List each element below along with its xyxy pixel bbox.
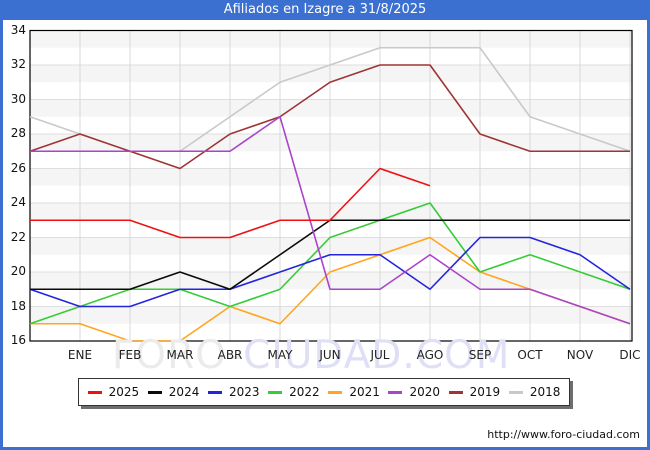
plot-frame: [29, 29, 633, 342]
chart-title-bar: Afiliados en Izagre a 31/8/2025: [0, 0, 650, 20]
legend-entry-2019: 2019: [448, 385, 501, 399]
x-axis-label-feb: FEB: [118, 348, 142, 362]
x-axis-label-nov: NOV: [566, 348, 594, 362]
plot-band: [30, 272, 632, 290]
y-axis-label-16: 16: [10, 333, 26, 347]
legend-entry-2021: 2021: [328, 385, 380, 399]
x-axis-label-abr: ABR: [217, 348, 243, 362]
y-axis-label-28: 28: [10, 126, 26, 140]
chart-title: Afiliados en Izagre a 31/8/2025: [223, 2, 427, 17]
x-axis-label-ene: ENE: [67, 348, 93, 362]
plot-band: [30, 99, 632, 117]
x-axis-label-sep: SEP: [468, 348, 492, 362]
x-axis-label-ago: AGO: [416, 348, 444, 362]
legend-dash-icon-2020: [388, 390, 403, 394]
legend-label-2018: 2018: [529, 385, 561, 399]
legend-label-2022: 2022: [289, 385, 320, 399]
legend-dash-icon-2025: [87, 390, 102, 394]
x-axis-label-mar: MAR: [166, 348, 194, 362]
y-axis-label-26: 26: [10, 160, 26, 175]
legend-dash-icon-2018: [508, 390, 523, 394]
y-axis-label-34: 34: [10, 22, 26, 37]
footer-url-link[interactable]: http://www.foro-ciudad.com: [487, 428, 640, 441]
x-axis-label-may: MAY: [267, 348, 293, 362]
series-line-2023: [29, 236, 631, 308]
series-line-2025: [30, 167, 431, 239]
x-axis-label-dic: DIC: [619, 348, 641, 362]
y-axis-label-20: 20: [10, 264, 26, 278]
legend-dash-icon-2024: [147, 390, 162, 394]
plot-band: [30, 306, 632, 324]
frame-border-left: [0, 0, 3, 450]
legend-entry-2018: 2018: [508, 385, 561, 399]
plot-band: [30, 168, 632, 186]
chart-legend: 2025 2024 2023 2022 2021 2020 2019 2018: [78, 378, 570, 406]
legend-label-2024: 2024: [168, 385, 200, 399]
legend-dash-icon-2022: [268, 390, 283, 394]
legend-entry-2024: 2024: [147, 385, 200, 399]
plot-band: [30, 237, 632, 255]
plot-band: [30, 203, 632, 221]
x-axis-label-oct: OCT: [517, 348, 543, 362]
legend-entry-2023: 2023: [207, 385, 260, 399]
legend-dash-icon-2019: [448, 390, 463, 394]
y-axis-label-24: 24: [10, 195, 26, 209]
plot-band: [30, 30, 632, 48]
series-line-2020: [30, 115, 631, 325]
frame-border-bottom: [0, 447, 650, 450]
legend-dash-icon-2023: [207, 390, 222, 394]
legend-entry-2025: 2025: [87, 385, 140, 399]
legend-label-2020: 2020: [409, 385, 441, 399]
plot-band: [30, 65, 632, 83]
legend-label-2025: 2025: [108, 385, 140, 399]
legend-entry-2020: 2020: [388, 385, 440, 399]
y-axis-label-32: 32: [10, 57, 26, 71]
y-axis-label-18: 18: [10, 298, 26, 313]
legend-label-2019: 2019: [469, 385, 501, 399]
y-axis-label-30: 30: [10, 91, 26, 106]
legend-dash-icon-2021: [328, 390, 343, 394]
frame-border-right: [647, 0, 650, 450]
legend-label-2021: 2021: [349, 385, 380, 399]
legend-entry-2022: 2022: [268, 385, 320, 399]
x-axis-label-jul: JUL: [370, 348, 390, 362]
x-axis-label-jun: JUN: [319, 348, 341, 362]
y-axis-label-22: 22: [10, 229, 26, 244]
legend-label-2023: 2023: [228, 385, 260, 399]
